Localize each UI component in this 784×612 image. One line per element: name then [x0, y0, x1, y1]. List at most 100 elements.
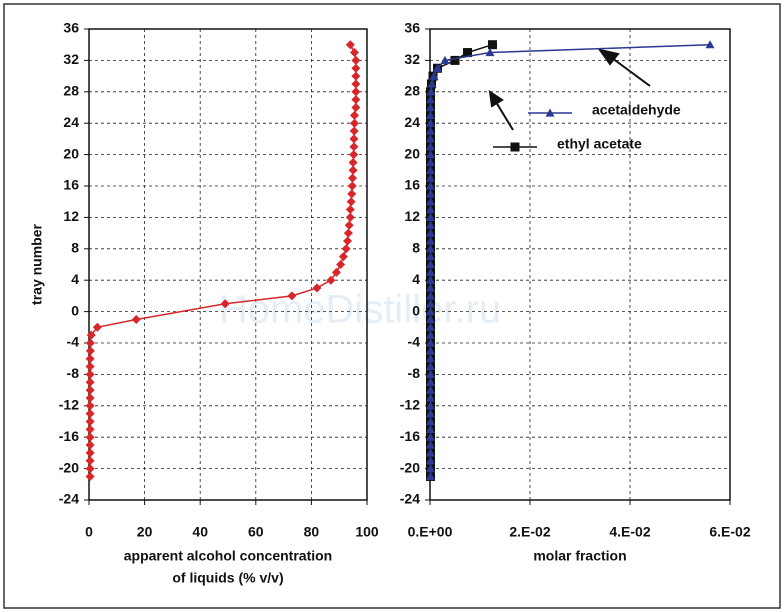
- marker: [349, 110, 359, 120]
- marker: [426, 354, 435, 363]
- marker: [343, 236, 353, 246]
- marker: [426, 189, 435, 198]
- marker: [426, 110, 435, 119]
- x-axis-label: apparent alcohol concentration: [124, 548, 332, 564]
- marker: [426, 299, 435, 308]
- marker: [426, 346, 435, 355]
- x-tick-label: 100: [355, 524, 379, 540]
- marker: [92, 322, 102, 332]
- marker: [463, 48, 472, 58]
- x-tick-label: 0: [85, 524, 93, 540]
- marker: [312, 283, 322, 293]
- x-axis-label: molar fraction: [533, 548, 626, 564]
- marker: [351, 55, 361, 65]
- y-tick-label: -20: [59, 459, 79, 475]
- marker: [351, 63, 361, 73]
- marker: [349, 142, 359, 152]
- marker: [426, 236, 435, 245]
- marker: [345, 205, 355, 215]
- marker: [426, 267, 435, 276]
- y-tick-label: 8: [71, 240, 79, 256]
- y-tick-label: 20: [63, 145, 79, 161]
- marker: [85, 354, 95, 364]
- marker: [85, 424, 95, 434]
- marker: [705, 40, 715, 49]
- marker: [348, 157, 358, 167]
- marker: [426, 464, 435, 473]
- y-tick-label: 0: [71, 302, 79, 318]
- legend-label: ethyl acetate: [557, 136, 642, 152]
- frame: [3, 3, 781, 609]
- y-tick-label: -12: [400, 397, 420, 413]
- legend-marker: [545, 108, 555, 117]
- marker: [85, 464, 95, 474]
- y-tick-label: 36: [63, 20, 79, 36]
- marker: [85, 409, 95, 419]
- y-tick-label: 12: [63, 208, 79, 224]
- arrows: [488, 48, 651, 131]
- marker: [85, 448, 95, 458]
- marker: [426, 220, 435, 229]
- y-tick-label: -4: [408, 334, 421, 350]
- marker: [347, 181, 357, 191]
- marker: [341, 244, 351, 254]
- marker: [426, 275, 435, 284]
- marker: [351, 87, 361, 97]
- y-tick-label: -24: [59, 491, 79, 507]
- marker: [85, 346, 95, 356]
- marker: [331, 267, 341, 277]
- x-tick-label: 40: [192, 524, 208, 540]
- plot-frame: [88, 28, 368, 501]
- marker: [433, 63, 442, 72]
- y-tick-label: 4: [71, 271, 79, 287]
- marker: [347, 189, 357, 199]
- marker: [85, 471, 95, 481]
- marker: [349, 150, 359, 160]
- marker: [349, 126, 359, 136]
- marker: [351, 103, 361, 112]
- x-tick-label: 80: [304, 524, 320, 540]
- y-tick-label: 16: [63, 177, 79, 193]
- x-axis-label: of liquids (% v/v): [172, 570, 283, 586]
- marker: [346, 197, 356, 207]
- marker: [351, 79, 361, 89]
- marker: [426, 307, 435, 316]
- marker: [426, 134, 435, 143]
- y-tick-label: -4: [67, 334, 80, 350]
- marker: [349, 118, 359, 128]
- marker: [348, 173, 358, 183]
- y-tick-label: 32: [63, 51, 79, 67]
- y-tick-label: 28: [63, 83, 79, 99]
- marker: [426, 252, 435, 261]
- x-tick-label: 20: [137, 524, 153, 540]
- marker: [426, 417, 435, 426]
- marker: [426, 197, 435, 206]
- marker: [426, 244, 435, 253]
- marker: [426, 471, 435, 481]
- marker: [131, 314, 141, 324]
- marker: [426, 173, 435, 182]
- y-tick-label: 24: [404, 114, 420, 130]
- y-tick-label: 28: [404, 83, 420, 99]
- marker: [426, 401, 435, 410]
- marker: [426, 393, 435, 402]
- marker: [426, 150, 435, 159]
- marker: [85, 338, 95, 348]
- y-tick-label: -8: [67, 365, 80, 381]
- y-tick-label: 0: [412, 302, 420, 318]
- marker: [85, 385, 95, 395]
- marker: [426, 440, 435, 449]
- marker: [351, 95, 361, 105]
- legend-label: acetaldehyde: [592, 102, 681, 118]
- marker: [426, 205, 435, 214]
- marker: [220, 299, 230, 309]
- marker: [426, 260, 435, 269]
- marker: [429, 71, 439, 80]
- y-tick-label: -24: [400, 491, 420, 507]
- y-tick-label: -8: [408, 365, 421, 381]
- y-tick-label: 20: [404, 145, 420, 161]
- y-axis-label: tray number: [29, 223, 45, 304]
- marker: [426, 228, 435, 237]
- marker: [426, 283, 435, 292]
- marker: [345, 212, 355, 222]
